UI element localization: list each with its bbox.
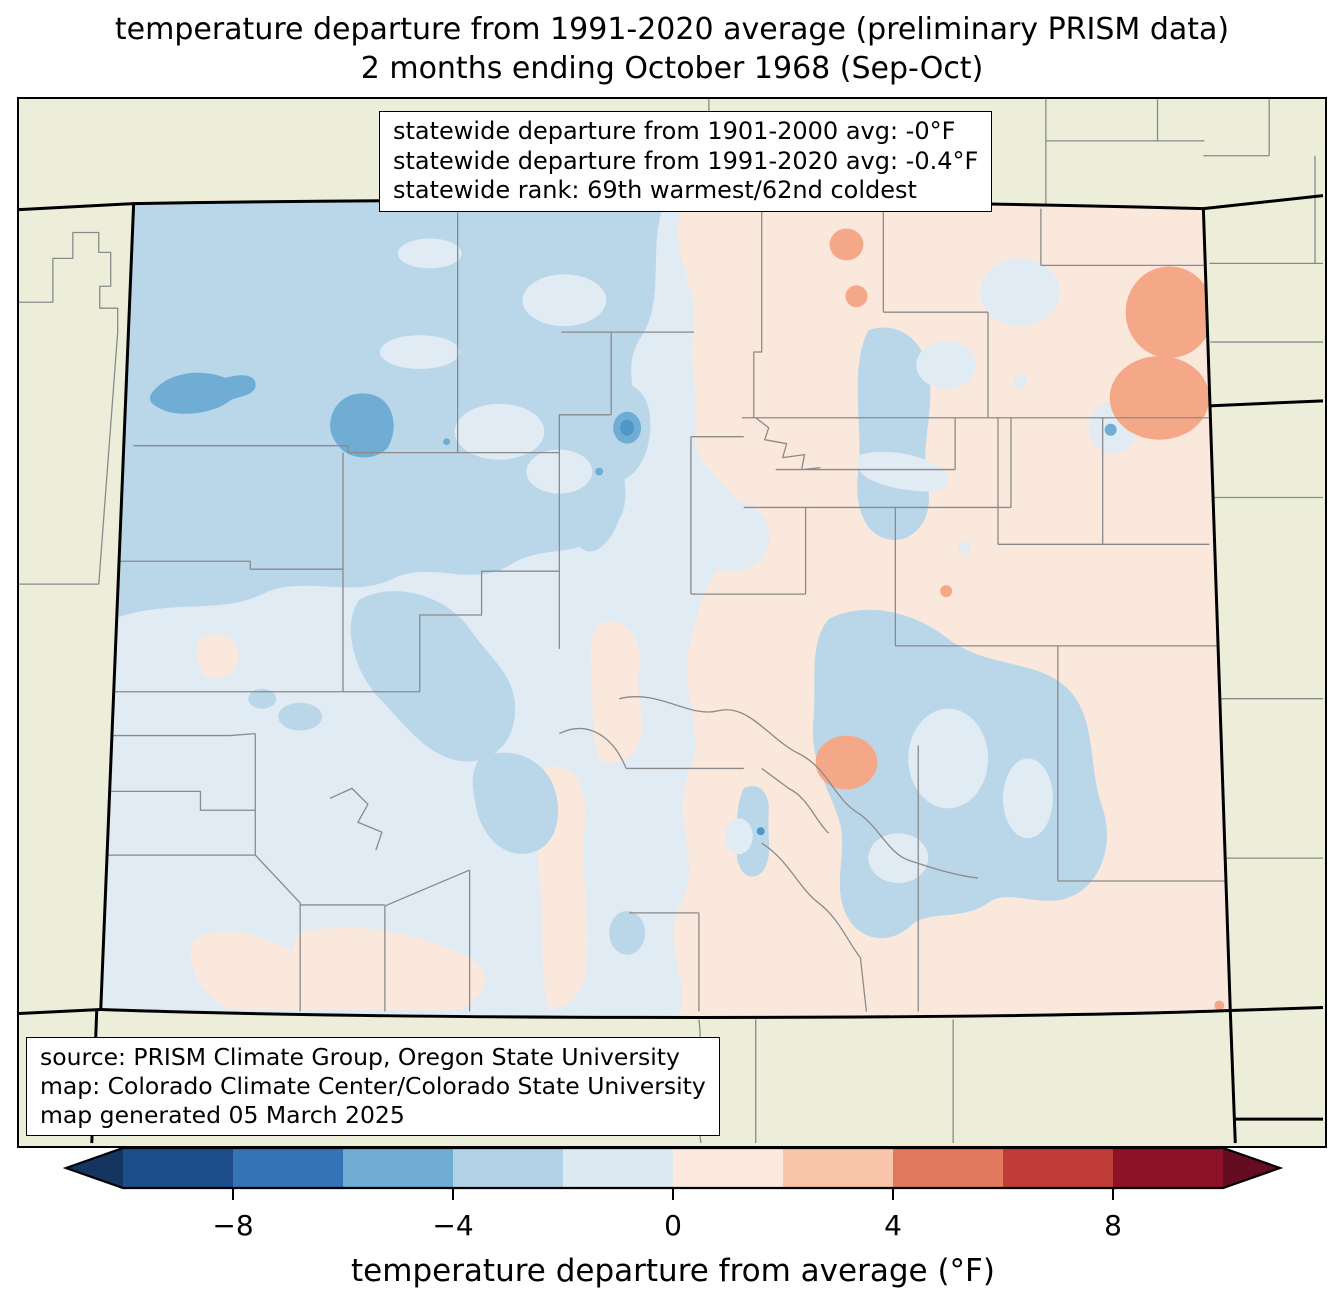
stats-line-2: statewide departure from 1991-2020 avg: … [393,146,979,175]
tick-label-pos8: 8 [1104,1209,1122,1242]
colorbar-right-arrow [1223,1148,1280,1188]
source-line-2: map: Colorado Climate Center/Colorado St… [40,1072,706,1100]
colorbar: −8 −4 0 4 8 temperature departure from a… [62,1146,1284,1289]
colorbar-ticks [232,1188,1114,1200]
title-line-1: temperature departure from 1991-2020 ave… [114,12,1230,47]
temperature-departure-field [100,200,1231,1018]
coldest-cores [620,419,765,836]
colorbar-axis-label: temperature departure from average (°F) [351,1253,995,1289]
colorbar-left-arrow [66,1148,123,1188]
colorado-map [19,99,1325,1146]
tick-label-pos4: 4 [884,1209,902,1242]
tick-label-zero: 0 [664,1209,682,1242]
colorbar-segments [123,1148,1224,1188]
source-credit-box: source: PRISM Climate Group, Oregon Stat… [26,1037,720,1136]
warm-plus2to4-blobs [815,228,1225,1011]
source-line-1: source: PRISM Climate Group, Oregon Stat… [40,1043,680,1071]
county-lines [100,206,1231,1012]
title-line-2: 2 months ending October 1968 (Sep-Oct) [360,51,984,86]
stats-line-3: statewide rank: 69th warmest/62nd coldes… [393,176,917,204]
cool-lighter-holes [379,238,1053,884]
cold-minus4to6-blobs [149,372,1117,476]
statewide-stats-box: statewide departure from 1901-2000 avg: … [379,111,993,212]
tick-label-neg4: −4 [432,1209,473,1242]
colorbar-outline [62,1146,1284,1190]
page-title: temperature departure from 1991-2020 ave… [0,10,1344,88]
stats-line-1: statewide departure from 1901-2000 avg: … [393,117,956,145]
cool-patches-in-east [647,258,1137,855]
map-axes [17,97,1327,1148]
source-line-3: map generated 05 March 2025 [40,1101,405,1129]
tick-label-neg8: −8 [212,1209,253,1242]
